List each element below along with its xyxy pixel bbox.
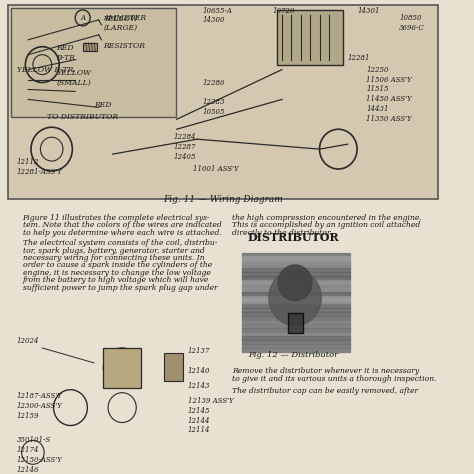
Text: 12300-ASS'Y: 12300-ASS'Y [17,401,63,410]
Text: 12284: 12284 [174,133,196,141]
Text: A: A [80,14,85,22]
FancyBboxPatch shape [8,5,438,199]
FancyBboxPatch shape [164,353,183,381]
Text: 10720: 10720 [273,7,295,15]
Text: 12146: 12146 [17,466,39,474]
Text: Fig. 12 — Distributor: Fig. 12 — Distributor [248,351,338,359]
FancyBboxPatch shape [277,10,343,64]
Text: to help you determine where each wire is attached.: to help you determine where each wire is… [23,228,221,237]
Text: 12139 ASS'Y: 12139 ASS'Y [188,397,234,405]
Text: 11350 ASS'Y: 11350 ASS'Y [366,115,412,123]
FancyBboxPatch shape [288,313,302,333]
Text: tor, spark plugs, battery, generator, starter and: tor, spark plugs, battery, generator, st… [23,246,204,255]
Text: 12024: 12024 [17,337,39,345]
Text: 11001 ASS'Y: 11001 ASS'Y [192,165,238,173]
Text: Remove the distributor whenever it is necessary: Remove the distributor whenever it is ne… [232,367,419,375]
Text: 12174: 12174 [17,447,39,455]
Text: 10850: 10850 [400,14,422,22]
FancyBboxPatch shape [103,348,141,388]
Text: 14431: 14431 [366,105,389,113]
Circle shape [269,270,321,326]
Text: 12114: 12114 [188,427,210,435]
Text: 10505: 10505 [202,109,225,116]
Text: YELLOW
(LARGE): YELLOW (LARGE) [103,15,138,32]
Text: 350101-S: 350101-S [17,437,51,445]
Text: 12187-ASS'Y: 12187-ASS'Y [17,392,63,400]
Text: 12145: 12145 [188,407,210,415]
Text: 12137: 12137 [188,347,210,355]
Text: 12150-ASS'Y: 12150-ASS'Y [17,456,63,464]
Text: order to cause a spark inside the cylinders of the: order to cause a spark inside the cylind… [23,262,212,269]
Text: 3696-C: 3696-C [400,24,425,32]
FancyBboxPatch shape [11,8,176,117]
Text: 12281-ASS'Y: 12281-ASS'Y [17,168,63,176]
Text: 12281: 12281 [348,54,370,62]
Text: YELLOW
(SMALL): YELLOW (SMALL) [56,69,91,86]
Text: 12287: 12287 [174,143,196,151]
Text: Fig. 11 — Wiring Diagram: Fig. 11 — Wiring Diagram [163,195,283,204]
Text: 12405: 12405 [174,153,196,161]
FancyBboxPatch shape [242,253,349,353]
Text: 12286: 12286 [202,79,225,86]
Text: TO DISTRIBUTOR: TO DISTRIBUTOR [47,113,118,121]
Text: directly to the distributor.: directly to the distributor. [232,228,332,237]
FancyBboxPatch shape [82,43,97,51]
Text: 12250: 12250 [366,65,389,73]
Text: YELLOW B-TR.: YELLOW B-TR. [17,65,76,73]
Text: tem. Note that the colors of the wires are indicated: tem. Note that the colors of the wires a… [23,221,221,229]
Text: 12140: 12140 [188,367,210,375]
Text: sufficient power to jump the spark plug gap under: sufficient power to jump the spark plug … [23,284,217,292]
Text: necessary wiring for connecting these units. In: necessary wiring for connecting these un… [23,254,204,262]
Text: 10655-A: 10655-A [202,7,232,15]
Text: 11515: 11515 [366,85,389,93]
Text: 14300: 14300 [202,16,225,24]
Text: RED: RED [94,101,111,109]
Text: DISTRIBUTOR: DISTRIBUTOR [247,232,339,243]
Text: RESISTOR: RESISTOR [103,42,146,50]
Text: RED
B-TR.: RED B-TR. [56,45,78,62]
Text: 12144: 12144 [188,417,210,425]
Text: 12159: 12159 [17,411,39,419]
Text: 14301: 14301 [357,7,380,15]
Text: 12283: 12283 [202,99,225,106]
Text: The electrical system consists of the coil, distribu-: The electrical system consists of the co… [23,239,217,247]
Text: AMMETER: AMMETER [103,14,146,22]
Text: 11506 ASS'Y: 11506 ASS'Y [366,75,412,83]
Text: 12112: 12112 [17,158,39,166]
Text: to give it and its various units a thorough inspection.: to give it and its various units a thoro… [232,375,437,383]
Text: engine, it is necessary to change the low voltage: engine, it is necessary to change the lo… [23,269,210,277]
Text: 12143: 12143 [188,382,210,390]
Text: The distributor cap can be easily removed, after: The distributor cap can be easily remove… [232,387,418,395]
Text: 11450 ASS'Y: 11450 ASS'Y [366,95,412,103]
Text: Figure 11 illustrates the complete electrical sys-: Figure 11 illustrates the complete elect… [23,214,210,222]
Text: the high compression encountered in the engine.: the high compression encountered in the … [232,214,422,222]
Text: This is accomplished by an ignition coil attached: This is accomplished by an ignition coil… [232,221,420,229]
Circle shape [278,265,312,301]
Text: from the battery to high voltage which will have: from the battery to high voltage which w… [23,276,209,284]
